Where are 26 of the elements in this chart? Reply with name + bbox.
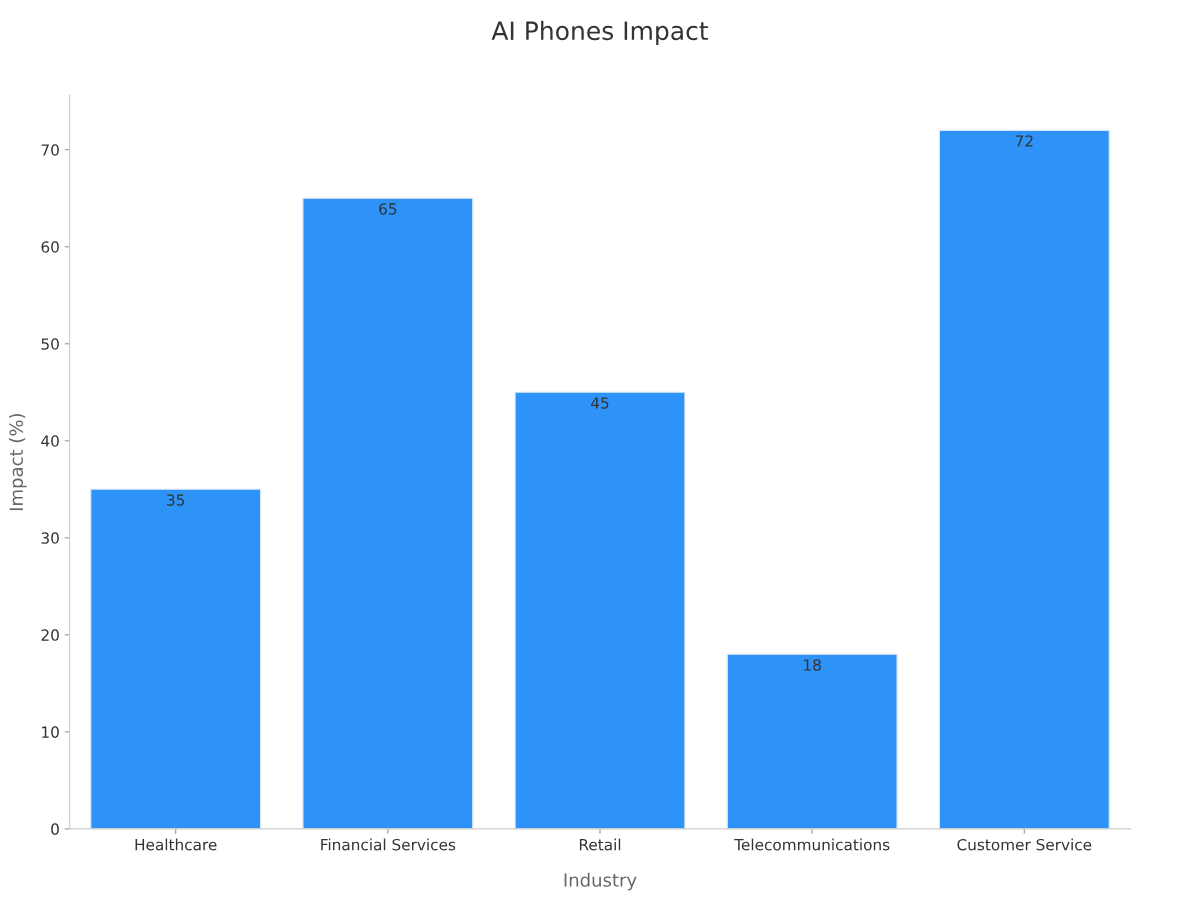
data-label: 18 [804, 659, 821, 671]
bar [90, 488, 262, 829]
y-tick-label: 70 [41, 144, 59, 156]
data-label: 35 [167, 494, 185, 506]
bar [938, 129, 1110, 829]
x-axis-title: Industry [564, 872, 637, 891]
bar [726, 653, 898, 829]
bar [302, 197, 474, 829]
x-tick-label: Healthcare [135, 838, 217, 851]
y-tick-label: 40 [41, 435, 59, 447]
y-tick-label: 30 [41, 532, 59, 544]
x-tick-label: Retail [579, 838, 621, 851]
x-tick-label: Financial Services [321, 838, 456, 851]
data-label: 72 [1015, 135, 1033, 147]
data-label: 65 [379, 203, 397, 215]
y-tick-label: 10 [42, 726, 59, 738]
chart-title: AI Phones Impact [491, 20, 709, 46]
y-tick-label: 0 [51, 823, 59, 835]
x-tick-label: Telecommunications [734, 838, 890, 851]
y-tick-label: 50 [41, 338, 59, 350]
x-tick-label: Customer Service [957, 838, 1092, 851]
data-label: 45 [591, 397, 609, 409]
bar [514, 391, 686, 829]
y-axis-title: Impact (%) [9, 413, 27, 511]
y-tick-label: 60 [41, 241, 59, 253]
y-tick-label: 20 [41, 629, 59, 641]
